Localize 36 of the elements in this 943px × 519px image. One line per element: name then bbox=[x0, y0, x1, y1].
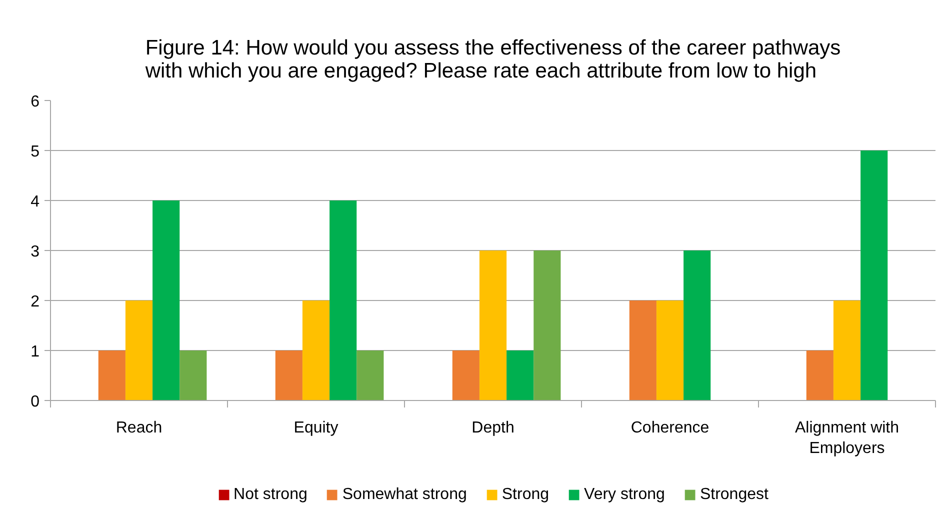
bar bbox=[656, 300, 684, 400]
x-tick-label: Depth bbox=[472, 420, 514, 436]
bar bbox=[860, 150, 888, 400]
bar bbox=[534, 250, 561, 400]
bar bbox=[356, 350, 384, 400]
x-tick-label: Equity bbox=[294, 420, 338, 436]
y-tick-label: 1 bbox=[30, 344, 40, 360]
bar bbox=[684, 250, 711, 400]
x-tick-label: Coherence bbox=[630, 420, 710, 436]
bar bbox=[152, 200, 180, 400]
bar bbox=[98, 350, 126, 400]
legend-label: Very strong bbox=[584, 486, 665, 504]
bar bbox=[629, 300, 656, 400]
x-tick-label: Reach bbox=[116, 420, 162, 436]
bar bbox=[806, 350, 834, 400]
y-tick-label: 0 bbox=[30, 394, 40, 410]
bar bbox=[479, 250, 507, 400]
y-tick-label: 5 bbox=[30, 144, 40, 160]
bar bbox=[125, 300, 153, 400]
bar bbox=[833, 300, 861, 400]
bar bbox=[330, 200, 357, 400]
chart-title: Figure 14: How would you assess the effectiveness of the career pathways with which you are engaged? Please rate each attribute from low to high bbox=[144, 36, 841, 82]
legend-label: Somewhat strong bbox=[342, 486, 467, 504]
y-tick-label: 4 bbox=[30, 194, 40, 210]
legend-label: Strongest bbox=[700, 486, 768, 504]
bar bbox=[506, 350, 534, 400]
y-tick-label: 2 bbox=[30, 294, 40, 310]
legend-label: Not strong bbox=[234, 486, 308, 504]
bar bbox=[180, 350, 207, 400]
x-tick-label: Alignment with Employers bbox=[794, 420, 900, 457]
y-tick-label: 3 bbox=[30, 244, 40, 260]
y-tick-label: 6 bbox=[30, 94, 40, 110]
legend-label: Strong bbox=[502, 486, 550, 504]
bar bbox=[302, 300, 330, 400]
bar bbox=[452, 350, 480, 400]
bar bbox=[275, 350, 302, 400]
